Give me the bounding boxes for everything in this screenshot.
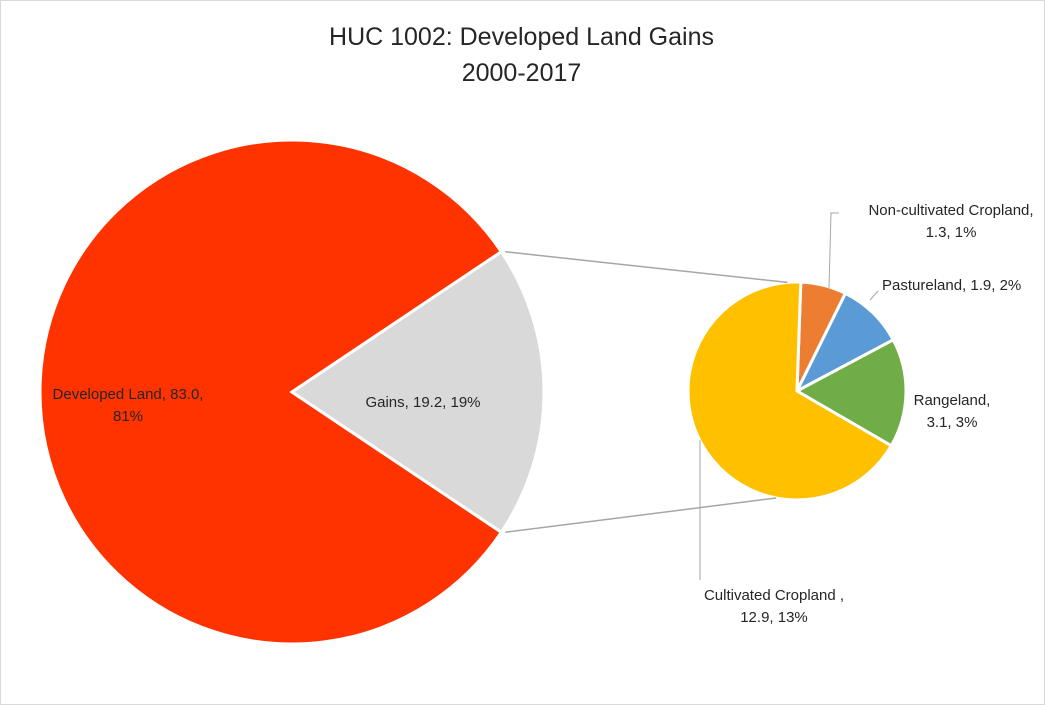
label-cultivated-cropland: Cultivated Cropland , 12.9, 13% bbox=[704, 587, 844, 626]
slice-cultivated-cropland bbox=[686, 280, 894, 502]
slice-rangeland bbox=[793, 337, 908, 448]
label-non-cultivated-cropland: Non-cultivated Cropland, 1.3, 1% bbox=[868, 202, 1033, 241]
slice-gains bbox=[289, 249, 546, 535]
label-developed-land: Developed Land, 83.0, 81% bbox=[53, 386, 204, 425]
chart-title-line-2: 2000-2017 bbox=[461, 59, 582, 87]
label-gains: Gains, 19.2, 19% bbox=[365, 394, 480, 411]
leader-line-non-cultivated-cropland bbox=[828, 212, 839, 289]
label-rangeland: Rangeland, 3.1, 3% bbox=[914, 392, 991, 431]
slice-developed-land bbox=[38, 138, 504, 646]
leader-line-pastureland bbox=[869, 290, 879, 301]
connector-line-top bbox=[505, 251, 788, 284]
chart-title-line-1: HUC 1002: Developed Land Gains bbox=[329, 23, 714, 51]
connector-line-bottom bbox=[505, 497, 777, 533]
label-pastureland: Pastureland, 1.9, 2% bbox=[882, 277, 1021, 294]
